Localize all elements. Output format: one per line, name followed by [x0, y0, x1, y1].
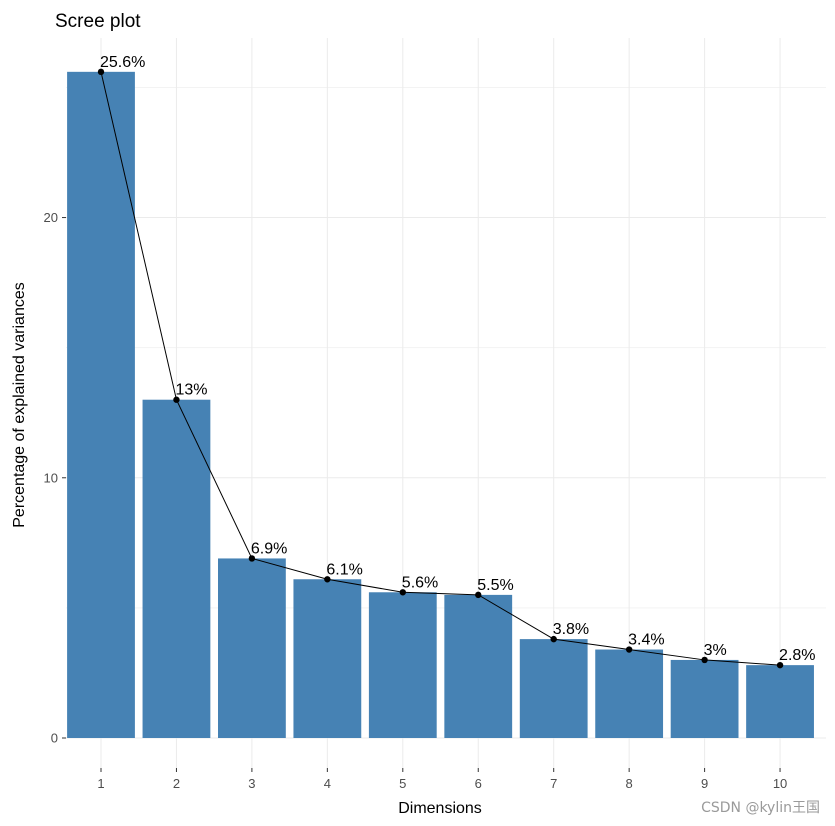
- x-tick-label: 1: [97, 776, 104, 791]
- data-label-dim-1: 25.6%: [100, 54, 145, 71]
- chart-title: Scree plot: [55, 11, 141, 32]
- bar-dim-5: [369, 592, 437, 738]
- x-tick-label: 5: [399, 776, 406, 791]
- watermark: CSDN @kylin王国: [701, 800, 820, 816]
- data-label-dim-8: 3.4%: [628, 632, 664, 649]
- x-axis: 1 2 3 4 5 6 7 8 9 10: [97, 768, 787, 791]
- bar-dim-9: [671, 660, 739, 738]
- x-tick-label: 4: [324, 776, 331, 791]
- data-label-dim-3: 6.9%: [251, 540, 287, 557]
- bar-dim-10: [746, 665, 814, 738]
- data-label-dim-2: 13%: [175, 382, 207, 399]
- x-tick-label: 2: [173, 776, 180, 791]
- bar-dim-1: [67, 72, 135, 738]
- data-label-dim-5: 5.6%: [402, 574, 438, 591]
- x-tick-label: 3: [248, 776, 255, 791]
- data-label-dim-6: 5.5%: [477, 577, 513, 594]
- x-tick-label: 6: [475, 776, 482, 791]
- x-tick-label: 8: [626, 776, 633, 791]
- x-tick-label: 9: [701, 776, 708, 791]
- data-label-dim-10: 2.8%: [779, 647, 815, 664]
- scree-plot-chart: 25.6% 13% 6.9% 6.1% 5.6% 5.5% 3.8% 3.4% 3% 2.8% 0…: [0, 0, 835, 826]
- bar-dim-8: [595, 650, 663, 738]
- x-tick-label: 7: [550, 776, 557, 791]
- bar-dim-6: [444, 595, 512, 738]
- y-tick-label: 10: [44, 470, 58, 485]
- data-label-dim-9: 3%: [704, 642, 727, 659]
- data-label-dim-7: 3.8%: [553, 621, 589, 638]
- bar-dim-7: [520, 639, 588, 738]
- y-axis: 0 10 20: [44, 210, 66, 745]
- x-tick-label: 10: [773, 776, 787, 791]
- y-axis-title: Percentage of explained variances: [11, 282, 28, 528]
- y-tick-label: 0: [51, 731, 58, 746]
- y-tick-label: 20: [44, 210, 58, 225]
- data-label-dim-4: 6.1%: [326, 561, 362, 578]
- bar-dim-4: [293, 579, 361, 738]
- x-axis-title: Dimensions: [398, 800, 482, 817]
- bar-dim-3: [218, 558, 286, 738]
